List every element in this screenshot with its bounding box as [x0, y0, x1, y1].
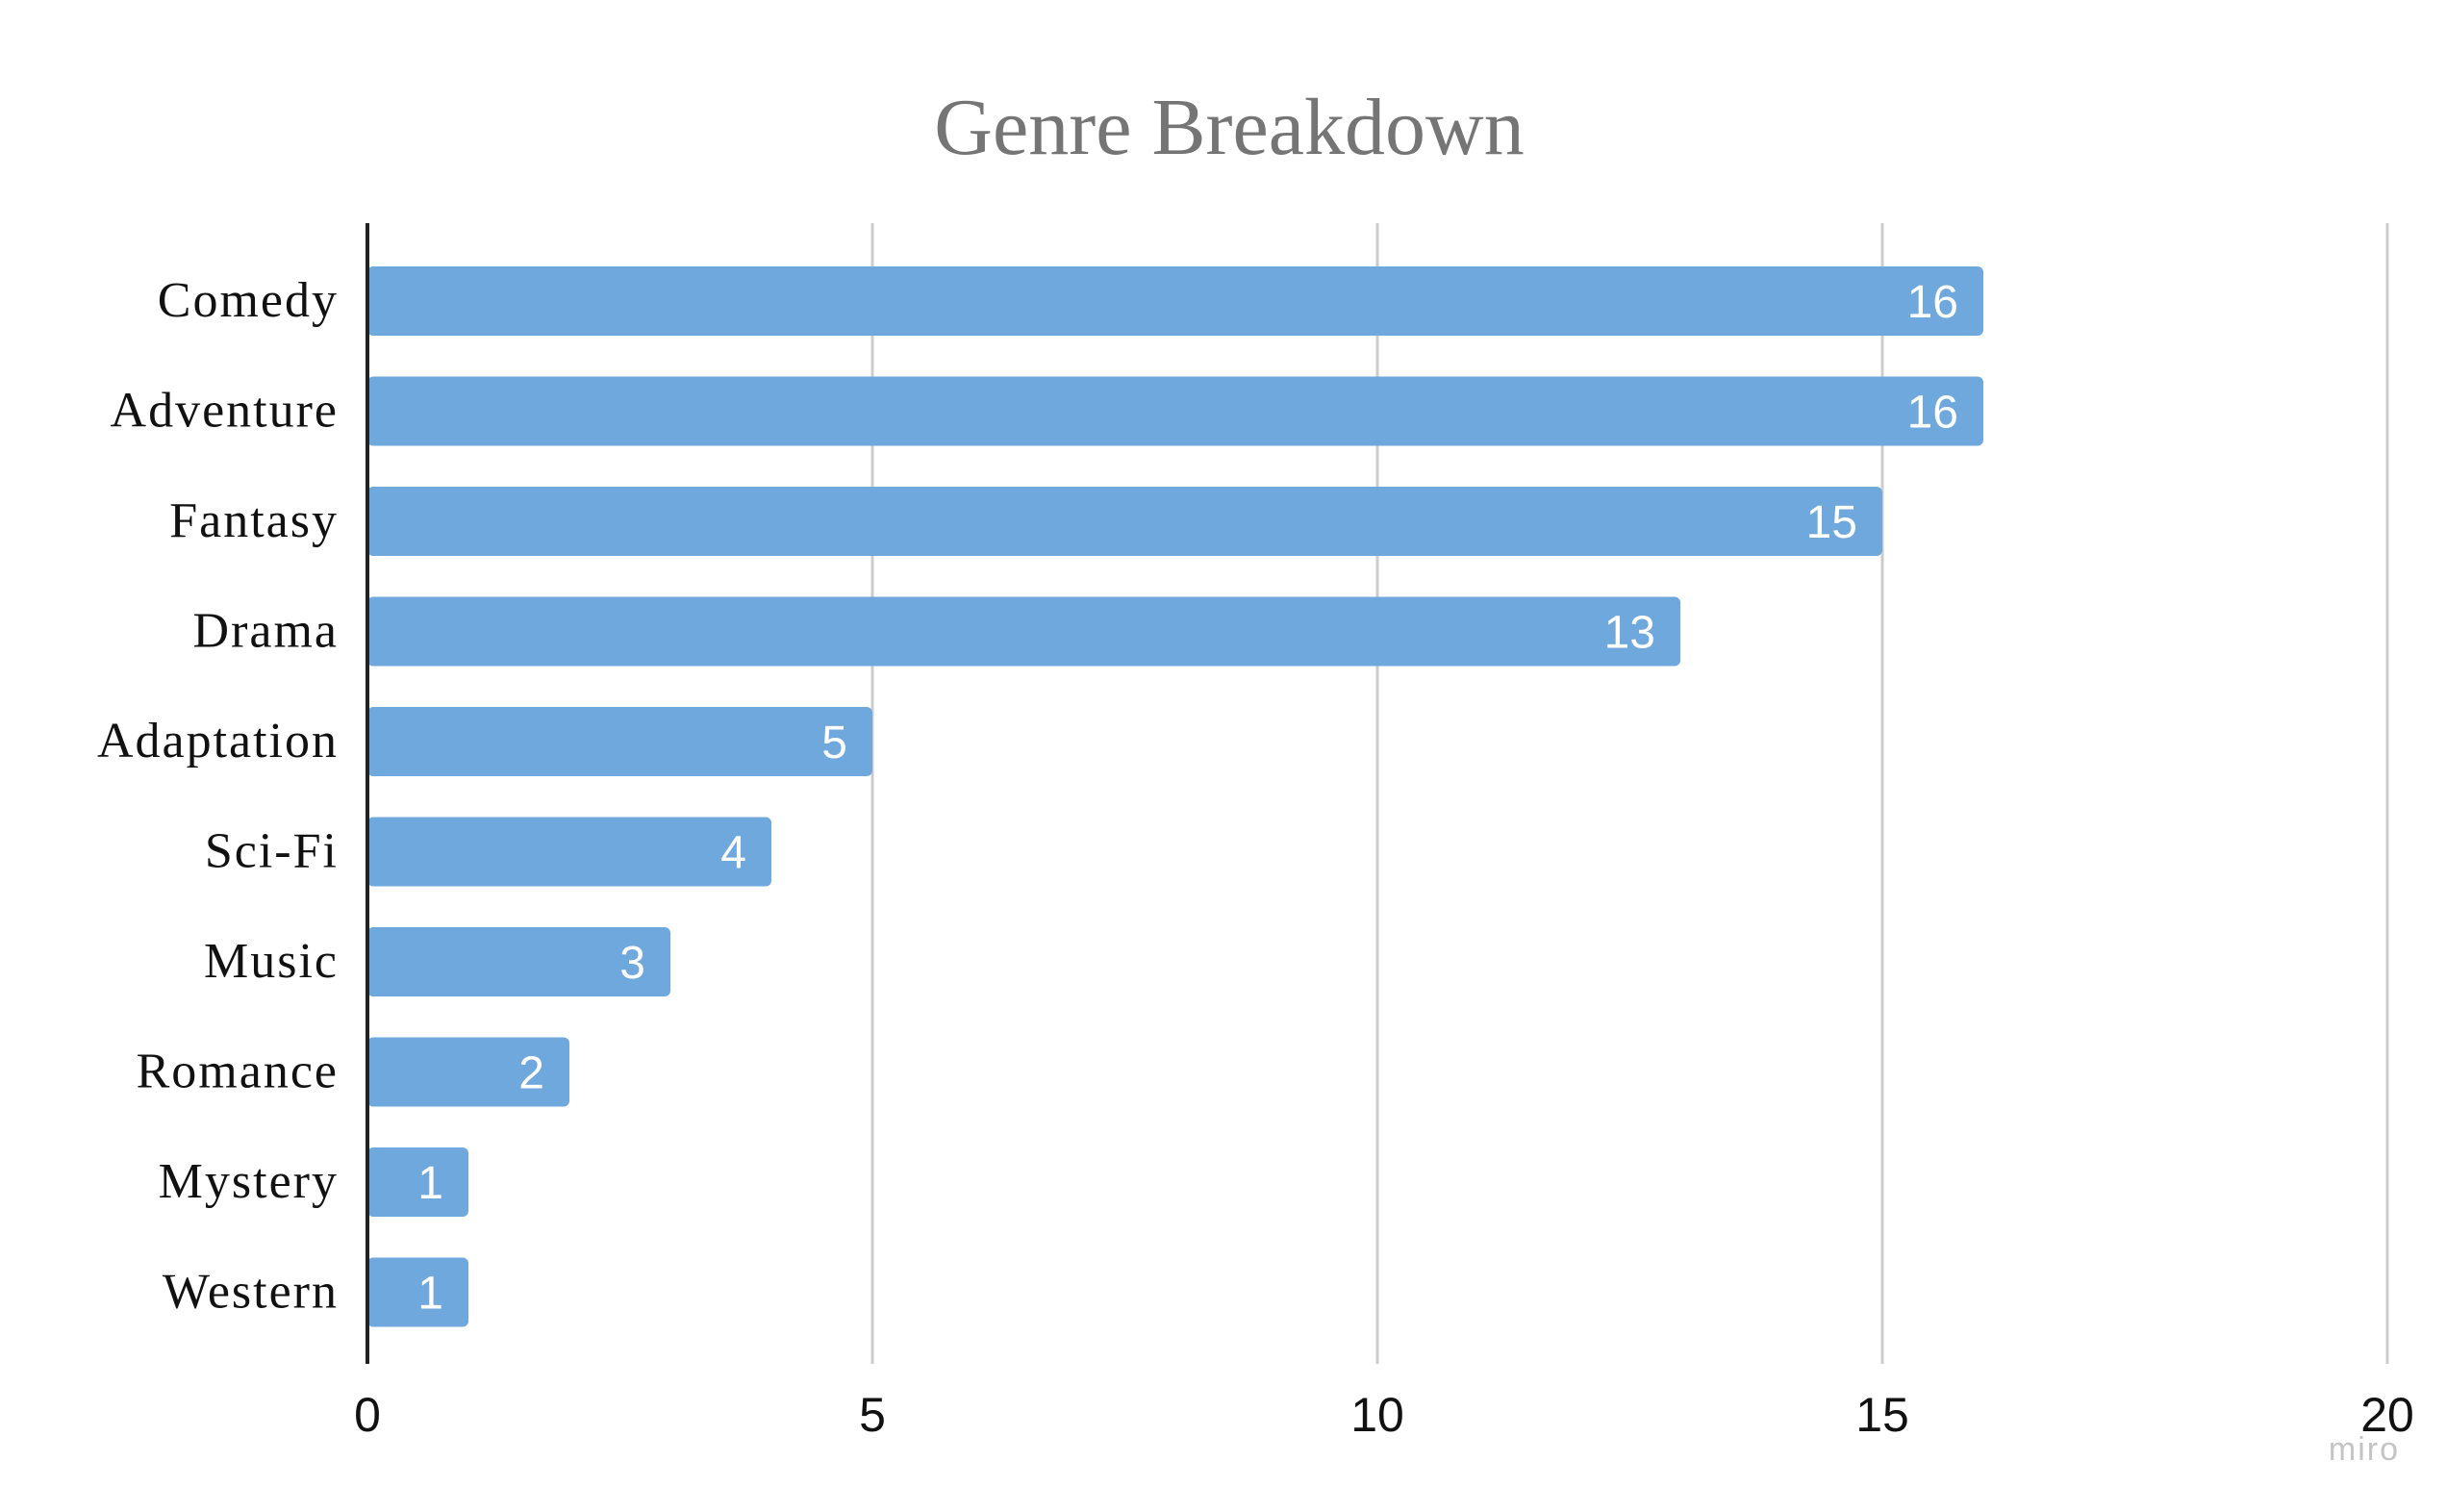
bar-value-label: 3 — [619, 938, 645, 989]
category-label: Music — [204, 934, 339, 989]
category-label: Western — [163, 1265, 339, 1320]
bar-value-label: 2 — [518, 1048, 544, 1099]
miro-watermark: miro — [2329, 1431, 2400, 1468]
bar-value-label: 13 — [1604, 608, 1655, 659]
bar-adaptation — [367, 707, 872, 776]
category-label: Drama — [193, 604, 339, 659]
bar-value-label: 16 — [1907, 388, 1958, 439]
bar-value-label: 4 — [720, 828, 746, 879]
category-label: Adventure — [111, 384, 339, 439]
x-tick-label: 15 — [1855, 1388, 1909, 1442]
x-tick-label: 10 — [1350, 1388, 1404, 1442]
x-tick-label: 0 — [354, 1388, 381, 1442]
bar-mystery — [367, 1147, 468, 1217]
category-label: Fantasy — [169, 493, 339, 548]
chart-title: Genre Breakdown — [934, 83, 1524, 172]
x-axis-ticks: 0 5 10 15 20 — [354, 1388, 2414, 1442]
x-tick-label: 5 — [859, 1388, 886, 1442]
category-labels: Comedy Adventure Fantasy Drama Adaptation Sci… — [97, 273, 339, 1320]
category-label: Comedy — [158, 273, 339, 328]
category-label: Mystery — [159, 1154, 339, 1209]
bar-comedy — [367, 266, 1983, 336]
bars-layer: 16 16 15 13 5 4 3 2 1 1 — [367, 266, 1983, 1327]
bar-value-label: 1 — [417, 1269, 443, 1320]
bar-fantasy — [367, 487, 1882, 556]
bar-western — [367, 1257, 468, 1327]
bar-romance — [367, 1037, 569, 1107]
bar-value-label: 15 — [1806, 497, 1857, 548]
bar-sci-fi — [367, 817, 771, 887]
bar-value-label: 16 — [1907, 277, 1958, 328]
x-tick-label: 20 — [2360, 1388, 2414, 1442]
category-label: Sci-Fi — [205, 824, 339, 879]
bar-adventure — [367, 376, 1983, 446]
category-label: Adaptation — [97, 714, 339, 769]
bar-value-label: 5 — [821, 718, 847, 769]
bar-value-label: 1 — [417, 1158, 443, 1209]
category-label: Romance — [137, 1045, 339, 1099]
bar-music — [367, 927, 670, 996]
bar-drama — [367, 596, 1680, 667]
